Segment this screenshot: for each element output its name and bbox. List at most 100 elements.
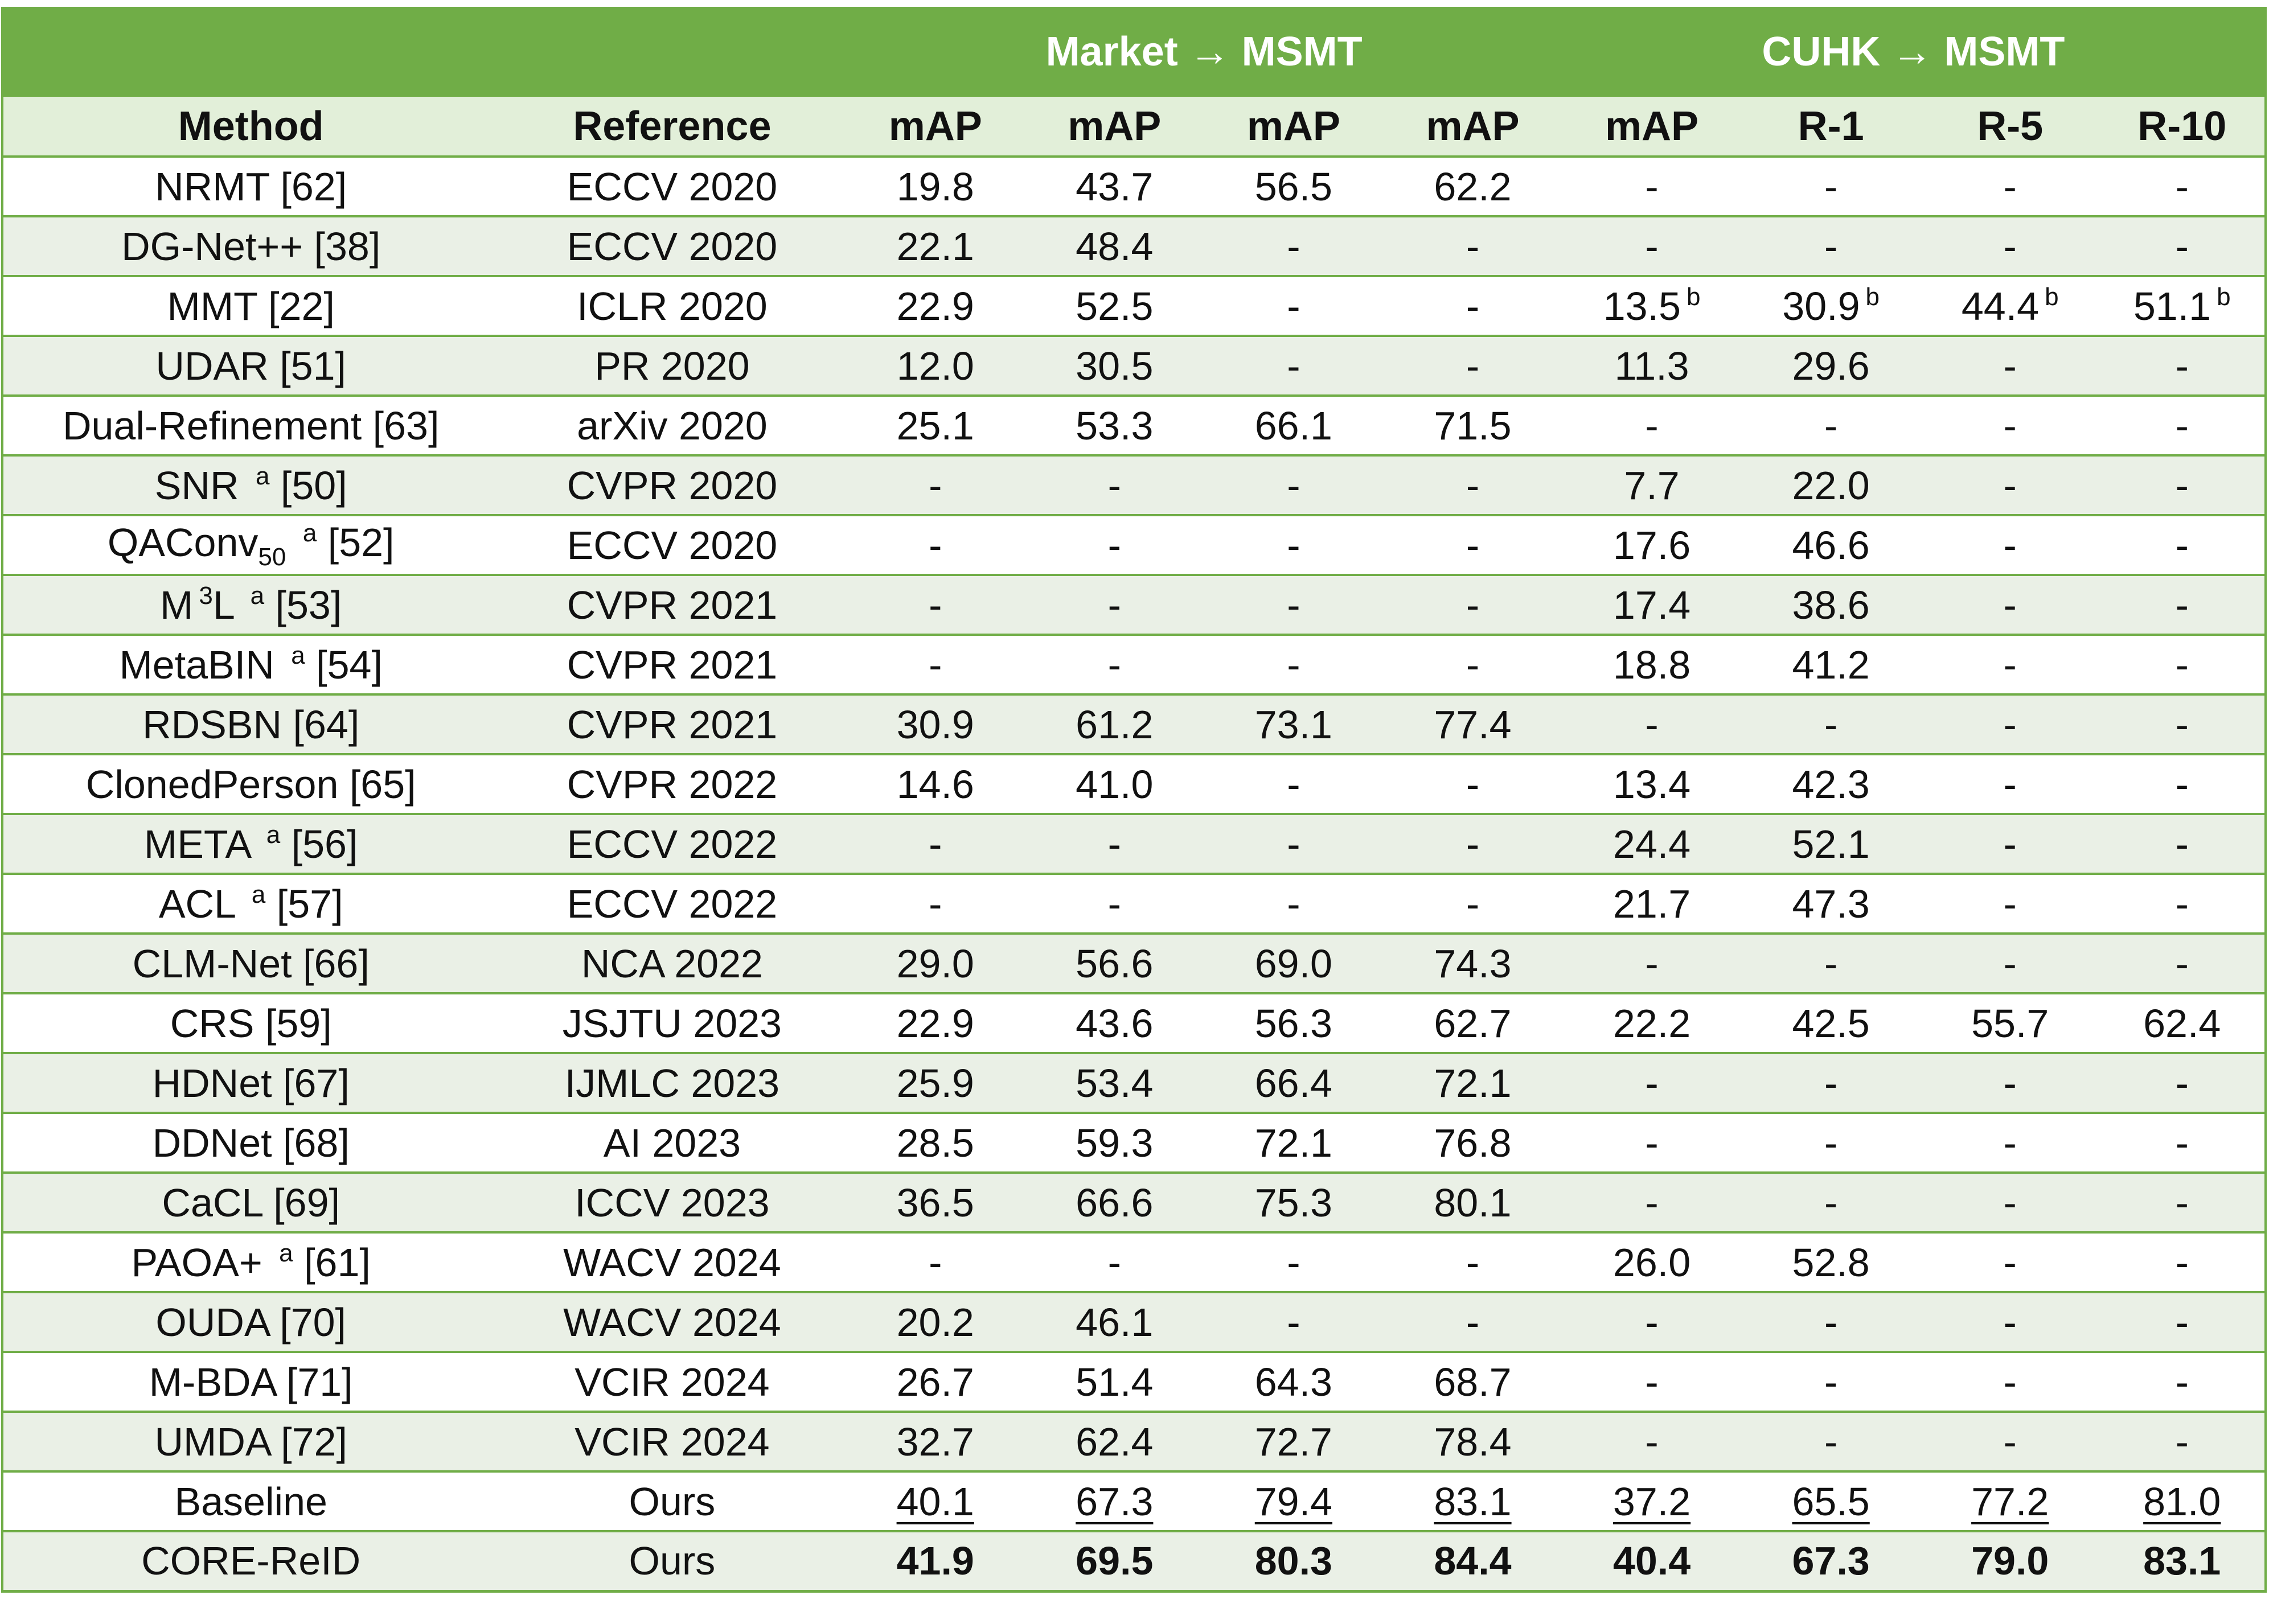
value-cell: 25.1	[846, 396, 1025, 457]
value-cell: 43.7	[1025, 157, 1204, 217]
method-cell: RDSBN [64]	[2, 694, 499, 755]
value-text: -	[1645, 941, 1659, 986]
value-text: 79.4	[1254, 1479, 1332, 1524]
value-cell: -	[1383, 216, 1562, 277]
method-text: Dual-Refinement [63]	[62, 403, 440, 448]
value-cell: -	[1025, 874, 1204, 935]
value-text: -	[2175, 642, 2189, 687]
value-text: 56.6	[1076, 941, 1154, 986]
value-cell: -	[1562, 1352, 1742, 1413]
value-text: -	[1645, 1180, 1659, 1225]
value-text: 52.1	[1792, 821, 1870, 866]
value-text: 38.6	[1792, 582, 1870, 627]
value-cell: 40.1	[846, 1471, 1025, 1532]
value-cell: -	[1920, 1232, 2100, 1293]
reference-cell: WACV 2024	[498, 1292, 846, 1353]
value-cell: -	[1383, 515, 1562, 576]
value-cell: 40.4	[1562, 1531, 1742, 1593]
value-text: 62.4	[1076, 1419, 1154, 1464]
value-cell: 75.3	[1204, 1173, 1384, 1234]
value-text: 78.4	[1434, 1419, 1512, 1464]
value-text: -	[1824, 1300, 1838, 1345]
value-cell: 21.7	[1562, 874, 1742, 935]
value-cell: 13.5 b	[1562, 276, 1742, 337]
value-text: -	[1107, 463, 1121, 508]
value-text: 83.1	[2143, 1539, 2221, 1584]
value-cell: -	[1204, 635, 1384, 696]
value-text: -	[1466, 1240, 1480, 1285]
method-cell: UDAR [51]	[2, 336, 499, 397]
value-cell: 46.6	[1741, 515, 1921, 576]
method-cell: QAConv50 a [52]	[2, 515, 499, 576]
value-cell: 11.3	[1562, 336, 1742, 397]
value-cell: -	[1204, 575, 1384, 636]
value-text: -	[1645, 224, 1659, 269]
value-cell: 64.3	[1204, 1352, 1384, 1413]
value-cell: 19.8	[846, 157, 1025, 217]
method-text: [56]	[280, 822, 358, 866]
value-cell: -	[1920, 934, 2100, 994]
value-text: -	[1645, 1359, 1659, 1404]
value-cell: 71.5	[1383, 396, 1562, 457]
value-text: -	[1824, 1180, 1838, 1225]
value-text: 30.9	[1782, 284, 1860, 328]
value-text: -	[2175, 1359, 2189, 1404]
value-cell: 43.6	[1025, 993, 1204, 1054]
value-cell: 79.0	[1920, 1531, 2100, 1593]
value-text: 74.3	[1434, 941, 1512, 986]
value-text: 40.4	[1612, 1539, 1691, 1584]
value-cell: -	[1920, 1053, 2100, 1114]
value-cell: -	[1741, 1113, 1921, 1174]
value-text: 22.9	[896, 1001, 974, 1046]
value-cell: 24.4	[1562, 814, 1742, 875]
value-text: -	[1466, 642, 1480, 687]
value-text: 69.5	[1076, 1539, 1154, 1584]
value-text: -	[1645, 702, 1659, 747]
value-text: -	[1824, 1120, 1838, 1165]
value-text: 72.7	[1254, 1419, 1332, 1464]
table-row: M-BDA [71] VCIR 2024 26.7 51.4 64.3 68.7 - - - -	[2, 1352, 2266, 1413]
reference-cell: ECCV 2022	[498, 814, 846, 875]
value-cell: -	[1741, 396, 1921, 457]
value-text: 12.0	[896, 343, 974, 388]
method-cell: SNR a [50]	[2, 455, 499, 516]
value-cell: -	[1920, 1412, 2100, 1473]
value-cell: 22.0	[1741, 455, 1921, 516]
value-text: -	[2003, 403, 2017, 448]
value-cell: 46.1	[1025, 1292, 1204, 1353]
value-text: 41.0	[1076, 762, 1154, 807]
method-cell: META a [56]	[2, 814, 499, 875]
method-cell: CORE-ReID	[2, 1531, 499, 1593]
value-text: -	[2175, 702, 2189, 747]
method-text: [50]	[269, 463, 347, 508]
value-cell: 17.6	[1562, 515, 1742, 576]
value-cell: -	[1204, 276, 1384, 337]
value-text: 32.7	[896, 1419, 974, 1464]
value-cell: 30.9	[846, 694, 1025, 755]
value-text: -	[1824, 1359, 1838, 1404]
value-cell: 51.1 b	[2099, 276, 2266, 337]
value-text: 71.5	[1434, 403, 1512, 448]
value-cell: 76.8	[1383, 1113, 1562, 1174]
value-cell: -	[2099, 157, 2266, 217]
value-text: -	[2003, 941, 2017, 986]
method-text: [52]	[317, 520, 395, 565]
value-text: 80.1	[1434, 1180, 1512, 1225]
reference-cell: WACV 2024	[498, 1232, 846, 1293]
reference-cell: NCA 2022	[498, 934, 846, 994]
value-text: -	[2003, 1419, 2017, 1464]
value-text: 56.3	[1254, 1001, 1332, 1046]
method-cell: CLM-Net [66]	[2, 934, 499, 994]
value-cell: -	[1562, 694, 1742, 755]
value-text: 75.3	[1254, 1180, 1332, 1225]
value-cell: 67.3	[1741, 1531, 1921, 1593]
value-text: 26.0	[1612, 1240, 1691, 1285]
value-cell: 56.5	[1204, 157, 1384, 217]
method-text: [57]	[265, 882, 343, 926]
value-cell: -	[2099, 336, 2266, 397]
value-cell: -	[846, 874, 1025, 935]
value-text: -	[2175, 343, 2189, 388]
value-text: -	[2175, 164, 2189, 209]
value-cell: -	[1920, 814, 2100, 875]
value-text: -	[2175, 523, 2189, 568]
